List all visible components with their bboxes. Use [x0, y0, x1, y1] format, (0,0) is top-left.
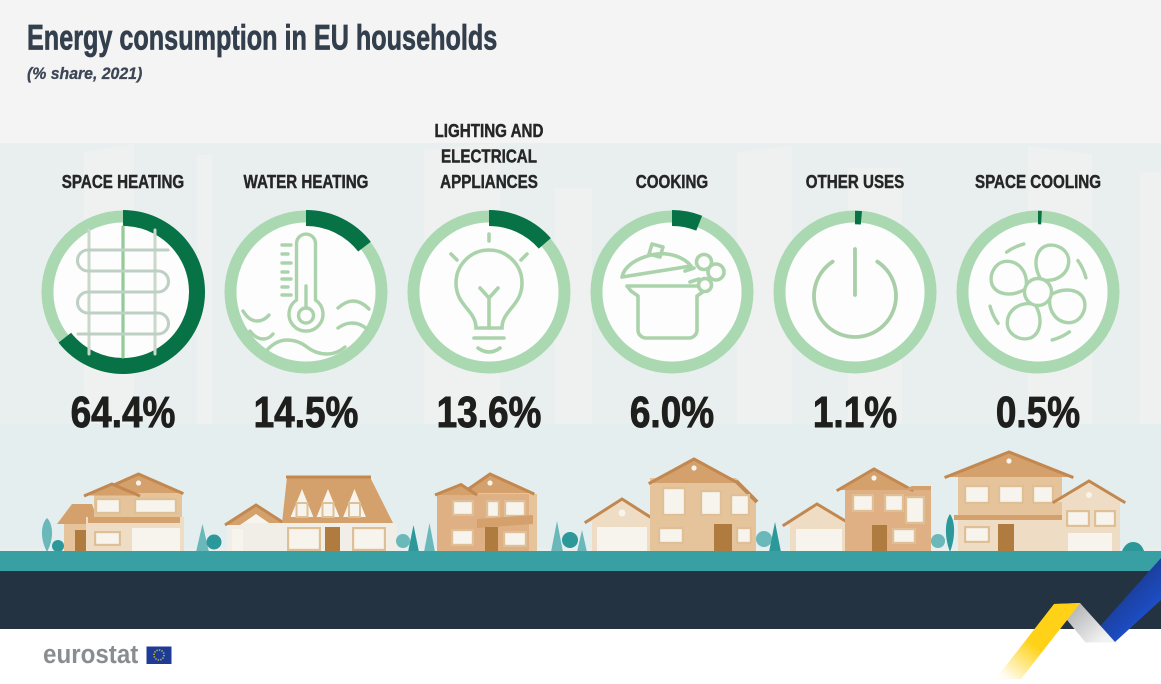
svg-text:6.0%: 6.0% — [630, 387, 714, 437]
svg-text:APPLIANCES: APPLIANCES — [440, 172, 538, 193]
svg-text:SPACE HEATING: SPACE HEATING — [62, 172, 184, 193]
svg-text:(% share, 2021): (% share, 2021) — [27, 65, 142, 83]
svg-text:OTHER USES: OTHER USES — [806, 172, 905, 193]
svg-text:13.6%: 13.6% — [437, 387, 542, 437]
svg-text:ELECTRICAL: ELECTRICAL — [441, 146, 537, 167]
svg-text:0.5%: 0.5% — [996, 387, 1080, 437]
svg-text:COOKING: COOKING — [636, 172, 708, 193]
svg-text:64.4%: 64.4% — [71, 387, 176, 437]
svg-text:1.1%: 1.1% — [813, 387, 897, 437]
svg-text:eurostat: eurostat — [43, 640, 139, 669]
svg-text:Energy consumption in EU house: Energy consumption in EU households — [27, 19, 497, 58]
svg-text:SPACE COOLING: SPACE COOLING — [975, 172, 1101, 193]
svg-text:14.5%: 14.5% — [254, 387, 359, 437]
svg-text:WATER HEATING: WATER HEATING — [244, 172, 369, 193]
svg-text:LIGHTING AND: LIGHTING AND — [435, 121, 544, 142]
